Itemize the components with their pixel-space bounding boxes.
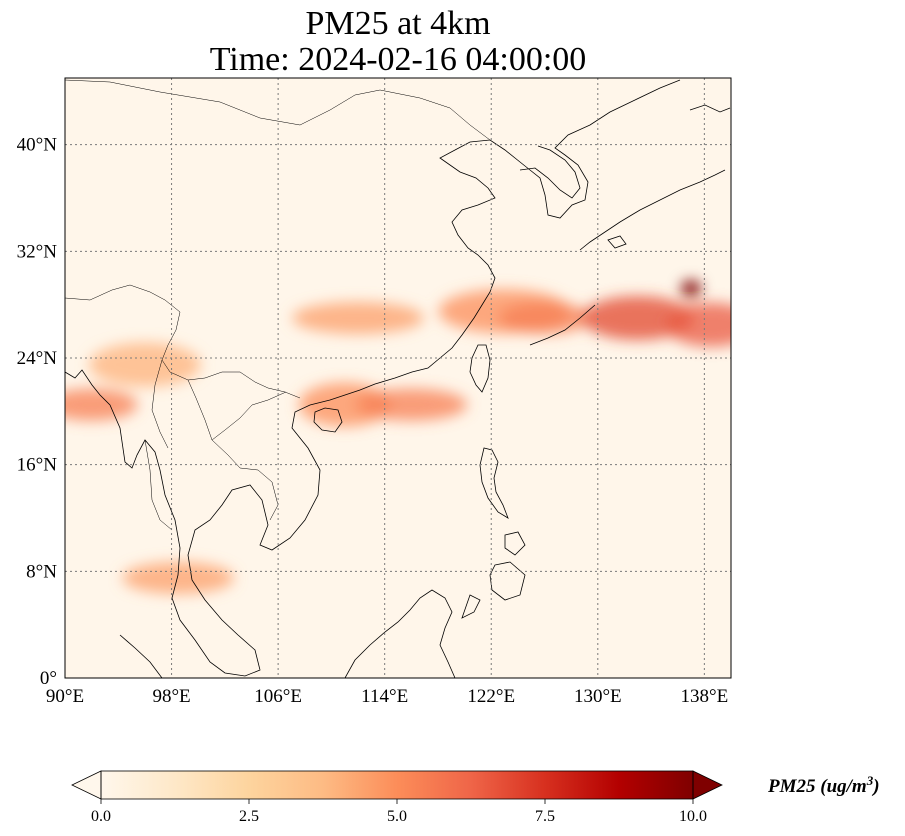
latitude-tick-label: 8°N <box>26 561 57 582</box>
coastline-japan <box>579 104 731 251</box>
latitude-tick-labels: 0° 8°N 16°N 24°N 32°N 40°N <box>17 135 58 689</box>
colorbar-gradient <box>101 771 693 799</box>
coastline-sumatra <box>119 634 163 678</box>
colorbar: 0.0 2.5 5.0 7.5 10.0 PM25 (ug/m3) <box>71 770 880 825</box>
colorbar-label-base: PM25 (ug/m <box>767 776 867 797</box>
plume-western-plume <box>65 388 138 421</box>
plume-south-china-band <box>292 302 425 334</box>
plume-ryukyu-plume <box>581 296 694 340</box>
map-title-line-1: PM25 at 4km <box>305 5 490 42</box>
latitude-tick-label: 24°N <box>17 348 58 369</box>
colorbar-tick-label: 7.5 <box>535 808 555 825</box>
colorbar-tick-label: 5.0 <box>387 808 407 825</box>
longitude-tick-label: 122°E <box>467 686 515 707</box>
coastline-borneo <box>344 589 456 678</box>
plume-gulf-of-tonkin <box>298 382 391 427</box>
concentration-field <box>65 280 731 594</box>
colorbar-extend-low <box>71 770 102 800</box>
colorbar-label-exponent: 3 <box>866 773 874 788</box>
latitude-tick-label: 16°N <box>17 455 58 476</box>
coastlines <box>65 79 731 678</box>
longitude-tick-label: 138°E <box>681 686 729 707</box>
colorbar-tick-label: 0.0 <box>91 808 111 825</box>
colorbar-label: PM25 (ug/m3) <box>767 773 880 798</box>
colorbar-label-close: ) <box>871 776 879 797</box>
latitude-tick-label: 32°N <box>17 241 58 262</box>
longitude-tick-label: 114°E <box>361 686 408 707</box>
longitude-tick-labels: 90°E 98°E 106°E 114°E 122°E 130°E 138°E <box>46 686 728 707</box>
plume-east-of-hainan <box>355 388 468 421</box>
longitude-tick-label: 90°E <box>46 686 84 707</box>
plume-pacific-hotspot <box>681 280 702 297</box>
plume-east-china-sea <box>498 302 591 334</box>
colorbar-extend-high <box>692 770 723 800</box>
latitude-tick-label: 40°N <box>17 135 58 156</box>
coastline-taiwan <box>469 344 491 393</box>
coastline-visayas-mindanao <box>461 531 526 619</box>
coastline-hainan <box>313 407 343 433</box>
coastline-asia-mainland <box>65 79 681 677</box>
plume-myanmar-band <box>88 342 201 387</box>
colorbar-tick-label: 10.0 <box>679 808 707 825</box>
latitude-tick-label: 0° <box>40 668 57 689</box>
coastline-korea <box>519 145 581 199</box>
concentration-plumes <box>65 280 731 594</box>
longitude-tick-label: 106°E <box>254 686 302 707</box>
longitude-tick-label: 130°E <box>574 686 622 707</box>
coastline-luzon <box>479 447 509 519</box>
map-frame <box>64 77 732 679</box>
colorbar-tick-label: 2.5 <box>239 808 259 825</box>
plume-malay-pocket <box>122 562 235 594</box>
country-borders <box>65 79 491 531</box>
coastline-ryukyu <box>529 304 596 346</box>
colorbar-ticks: 0.0 2.5 5.0 7.5 10.0 <box>91 799 707 825</box>
map-panel <box>64 77 732 679</box>
longitude-tick-label: 98°E <box>152 686 190 707</box>
map-title-line-2: Time: 2024-02-16 04:00:00 <box>210 41 587 78</box>
gridlines <box>65 78 731 678</box>
plume-pacific-band <box>665 302 731 347</box>
